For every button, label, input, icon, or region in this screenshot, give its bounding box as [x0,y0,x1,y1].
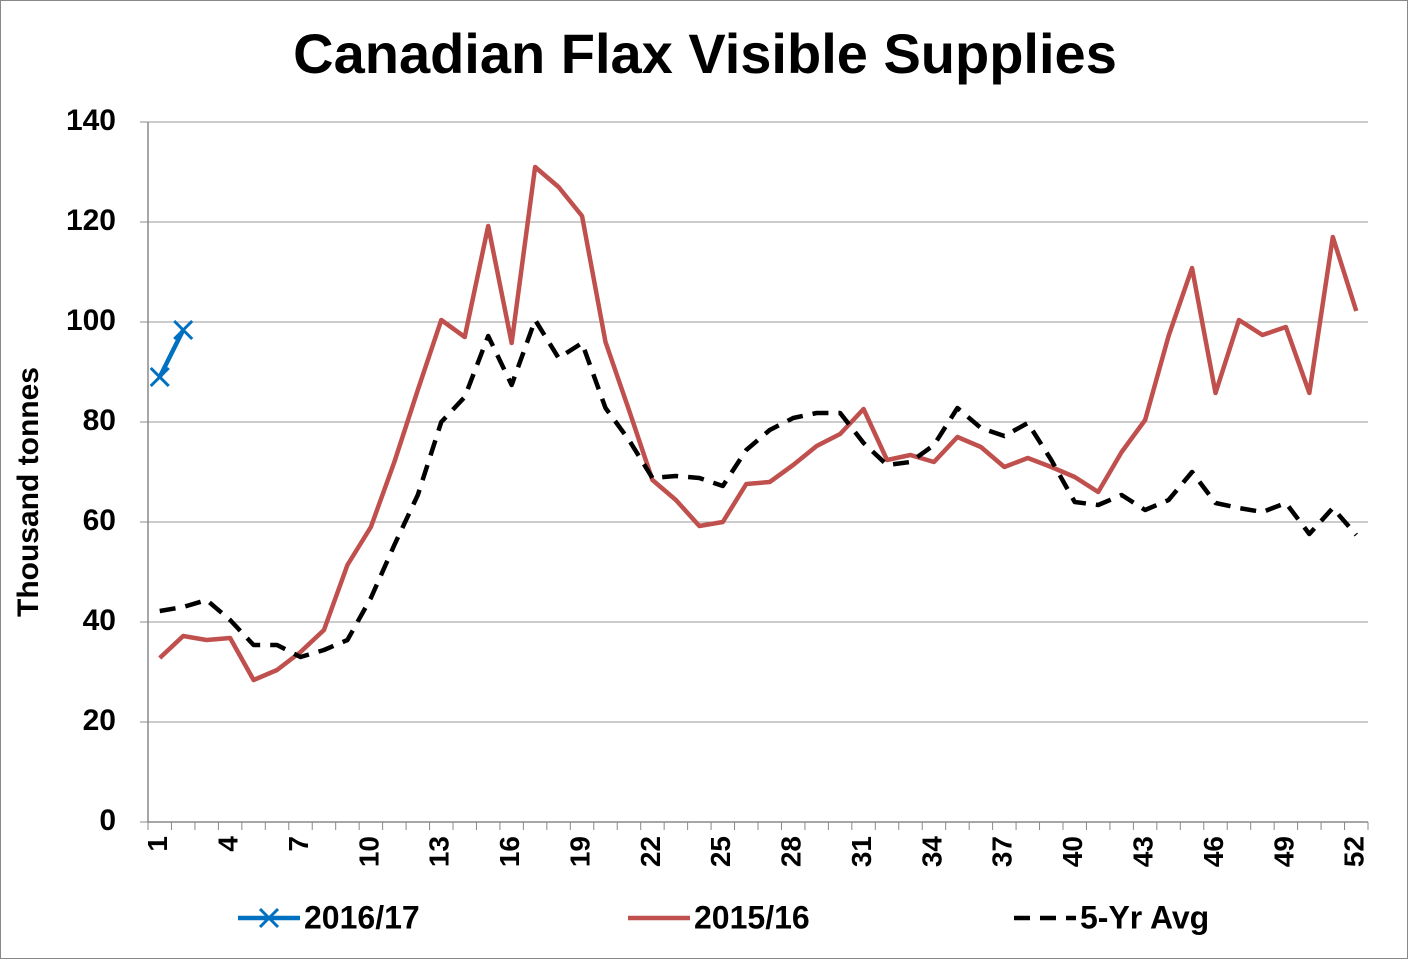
legend-label: 2016/17 [304,899,420,935]
legend-label: 2015/16 [694,899,810,935]
x-tick-label: 25 [705,836,736,867]
x-tick-label: 31 [846,836,877,867]
x-tick-label: 52 [1339,836,1370,867]
x-tick-label: 22 [635,836,666,867]
x-tick-label: 7 [283,836,314,852]
x-tick-label: 49 [1268,836,1299,867]
x-tick-label: 16 [494,836,525,867]
x-tick-label: 28 [776,836,807,867]
x-tick-label: 37 [987,836,1018,867]
y-tick-label: 0 [99,804,116,837]
x-tick-label: 43 [1128,836,1159,867]
x-tick-label: 13 [424,836,455,867]
x-tick-label: 19 [564,836,595,867]
marker [149,366,170,388]
y-tick-label: 80 [83,404,116,437]
y-tick-label: 20 [83,704,116,737]
x-tick-label: 46 [1198,836,1229,867]
legend-label: 5-Yr Avg [1080,899,1209,935]
series-line [158,164,1359,683]
y-tick-label: 40 [83,604,116,637]
series-line [157,328,186,379]
y-tick-label: 140 [66,104,116,137]
x-tick-label: 10 [353,836,384,867]
y-axis-label: Thousand tonnes [12,367,45,617]
y-tick-label: 120 [66,204,116,237]
legend-marker [258,907,280,929]
x-tick-label: 1 [142,836,173,852]
chart-title: Canadian Flax Visible Supplies [293,22,1117,85]
x-tick-label: 4 [213,836,244,852]
marker [173,319,194,341]
y-tick-label: 100 [66,304,116,337]
series-line [159,317,1358,660]
x-tick-label: 34 [916,836,947,868]
x-tick-label: 40 [1057,836,1088,867]
y-tick-label: 60 [83,504,116,537]
